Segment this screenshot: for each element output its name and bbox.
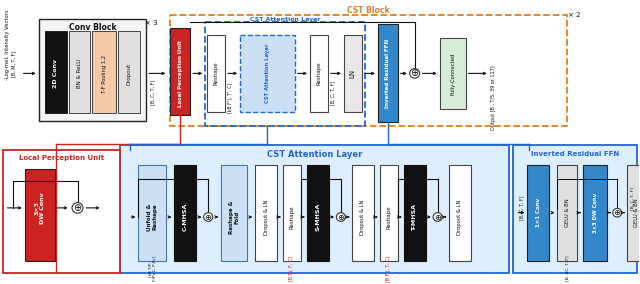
Text: [B, C, T, F]: [B, C, T, F] <box>630 187 634 210</box>
Circle shape <box>204 213 212 221</box>
Text: Reshape: Reshape <box>289 205 294 229</box>
Bar <box>344 35 362 112</box>
Text: × 2: × 2 <box>568 12 580 18</box>
Text: [B, C, T, F]: [B, C, T, F] <box>519 196 524 220</box>
Bar <box>174 165 196 261</box>
Bar <box>583 165 607 261</box>
Text: Dropout & LN: Dropout & LN <box>457 199 462 235</box>
Text: T-MHSA: T-MHSA <box>412 204 417 231</box>
Circle shape <box>410 69 420 78</box>
Text: Unfold &
Reshape: Unfold & Reshape <box>147 203 157 231</box>
Bar <box>38 19 147 122</box>
Text: 1×1 Conv: 1×1 Conv <box>536 198 541 227</box>
Text: [B, 4C, T, F]: [B, 4C, T, F] <box>565 256 570 281</box>
Text: LN: LN <box>350 69 356 78</box>
Text: GELU & BN: GELU & BN <box>565 198 570 227</box>
Circle shape <box>612 208 621 217</box>
Bar <box>627 165 640 261</box>
Text: Conv Block: Conv Block <box>68 23 116 32</box>
Bar <box>45 31 67 113</box>
Text: CST Attention Layer: CST Attention Layer <box>250 17 320 22</box>
Text: Inverted Residual FFN: Inverted Residual FFN <box>385 39 390 108</box>
Text: Reshape: Reshape <box>316 62 321 85</box>
Bar <box>378 24 397 122</box>
Bar <box>68 31 90 113</box>
Text: ⊕: ⊕ <box>411 68 419 78</box>
Text: Dropout & LN: Dropout & LN <box>360 199 365 235</box>
Bar <box>404 165 426 261</box>
Text: Local Perception Unit: Local Perception Unit <box>19 155 104 161</box>
Text: Inverted Residual FFN: Inverted Residual FFN <box>531 151 620 157</box>
Bar <box>255 165 277 261</box>
Text: [kB T/P,
 F/Ps C, P,Ps]: [kB T/P, F/Ps C, P,Ps] <box>148 256 157 282</box>
Text: CST Attention Layer: CST Attention Layer <box>268 150 363 158</box>
Text: GELU & BN: GELU & BN <box>634 198 639 227</box>
Text: Dropout: Dropout <box>127 62 132 85</box>
Bar <box>449 165 470 261</box>
Text: CST Block: CST Block <box>348 7 390 15</box>
Text: × 3: × 3 <box>145 20 157 26</box>
Text: Reshape: Reshape <box>387 205 391 229</box>
Bar <box>138 165 166 261</box>
Text: ⊕: ⊕ <box>434 212 441 222</box>
Text: [B, M, T, F]: [B, M, T, F] <box>11 51 16 77</box>
Bar <box>240 35 295 112</box>
Text: S-MHSA: S-MHSA <box>316 203 321 231</box>
Text: T-F Pooling 1,2: T-F Pooling 1,2 <box>102 54 107 93</box>
Text: Output [B , T/5, 39 or 117]: Output [B , T/5, 39 or 117] <box>491 65 496 130</box>
Bar <box>352 165 374 261</box>
Bar <box>380 165 397 261</box>
Text: ⊕: ⊕ <box>337 212 344 222</box>
Text: [B T), F, C]: [B T), F, C] <box>289 256 294 281</box>
Bar <box>120 145 509 273</box>
Text: ⊕: ⊕ <box>205 212 212 222</box>
Bar <box>24 170 54 261</box>
Bar <box>221 165 247 261</box>
Text: Reshape &
Fold: Reshape & Fold <box>228 201 239 234</box>
Bar <box>557 165 577 261</box>
Bar <box>283 165 301 261</box>
Text: [B F'), T, C]: [B F'), T, C] <box>387 255 391 281</box>
Text: C-MHSA: C-MHSA <box>183 203 188 231</box>
Bar <box>205 22 365 126</box>
Text: Dropout & LN: Dropout & LN <box>264 199 269 235</box>
Text: 3×3
DW Conv: 3×3 DW Conv <box>34 192 45 224</box>
Circle shape <box>337 213 346 221</box>
Bar <box>310 35 328 112</box>
Text: ⊕: ⊕ <box>74 203 81 213</box>
Text: CST Attention Layer: CST Attention Layer <box>264 43 269 103</box>
Bar <box>170 28 190 115</box>
Bar <box>207 35 225 112</box>
Text: [B, C, T, F]: [B, C, T, F] <box>330 80 335 105</box>
Circle shape <box>72 202 83 213</box>
Text: -Log-mel, Intensity Vectors: -Log-mel, Intensity Vectors <box>5 9 10 80</box>
Bar <box>92 31 116 113</box>
Text: Local Perception Unit: Local Perception Unit <box>178 40 183 107</box>
Text: ⊕: ⊕ <box>614 208 621 217</box>
Text: [B, C, T, F]: [B, C, T, F] <box>150 80 155 105</box>
Text: 3×3 DW Conv: 3×3 DW Conv <box>593 193 598 233</box>
Bar <box>307 165 329 261</box>
Text: 2D Conv: 2D Conv <box>53 59 58 88</box>
Bar <box>513 145 637 273</box>
Bar <box>3 150 120 273</box>
Bar <box>527 165 549 261</box>
Text: BN & ReLU: BN & ReLU <box>77 59 82 88</box>
Bar <box>118 31 140 113</box>
Text: Fully-Connected: Fully-Connected <box>450 52 455 95</box>
Text: [kB F'), T', C]: [kB F'), T', C] <box>228 82 232 112</box>
Text: Reshape: Reshape <box>214 62 219 85</box>
Bar <box>170 15 567 126</box>
Circle shape <box>433 213 442 221</box>
Bar <box>440 38 465 109</box>
